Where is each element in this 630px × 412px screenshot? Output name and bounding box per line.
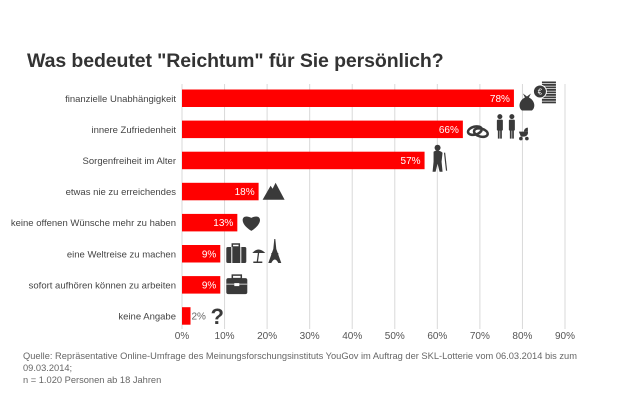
beach-umbrella-icon: [252, 249, 266, 263]
person-leg: [512, 129, 514, 139]
euro-coin: [532, 84, 547, 99]
person-leg: [509, 129, 512, 139]
value-label: 9%: [202, 249, 217, 260]
elder-body: [432, 150, 443, 172]
value-label: 13%: [213, 218, 233, 229]
x-tick-label: 40%: [342, 331, 362, 342]
elder-head: [434, 144, 441, 151]
mountain-icon: [262, 182, 285, 200]
x-tick-label: 50%: [385, 331, 405, 342]
person-head: [497, 114, 503, 120]
question-mark-glyph: ?: [211, 304, 224, 329]
eiffel-tower-shape: [268, 239, 282, 263]
category-label: innere Zufriedenheit: [92, 125, 177, 136]
coin-stack-line: [541, 89, 556, 91]
suitcase-body: [226, 247, 247, 263]
bar: [182, 307, 191, 325]
stroller-wheel: [525, 136, 529, 141]
person-head: [509, 114, 515, 120]
bar: [182, 151, 425, 170]
baby-stroller-icon: [518, 127, 529, 141]
chart-title: Was bedeutet "Reichtum" für Sie persönli…: [27, 50, 444, 72]
heart-shape: [242, 216, 260, 231]
value-label: 66%: [439, 125, 459, 136]
suitcase-strap: [240, 247, 242, 263]
bars: [182, 89, 514, 325]
stroller-wheel: [519, 136, 523, 141]
category-label: Sorgenfreiheit im Alter: [83, 156, 176, 167]
category-label: sofort aufhören können zu arbeiten: [29, 280, 176, 291]
source-footnote: Quelle: Repräsentative Online-Umfrage de…: [23, 350, 623, 386]
coin-stack-line: [541, 86, 556, 89]
value-labels: 78% 66% 57% 18% 13% 9% 9% 2%: [192, 94, 511, 323]
coin-stack-line: [541, 91, 556, 94]
footnote-line-1: Quelle: Repräsentative Online-Umfrage de…: [23, 351, 577, 373]
person-leg: [500, 129, 502, 139]
value-label: 2%: [192, 311, 207, 322]
icons: €?: [211, 81, 556, 329]
person-body: [496, 119, 503, 131]
person-body: [508, 119, 515, 131]
x-tick-label: 20%: [257, 331, 277, 342]
bar: [182, 182, 259, 201]
x-tick-label: 80%: [512, 331, 532, 342]
stroller-hood: [523, 127, 528, 132]
x-tick-label: 30%: [300, 331, 320, 342]
category-label: keine offenen Wünsche mehr zu haben: [11, 218, 176, 229]
money-bag-icon: [519, 93, 535, 111]
question-mark-icon: ?: [211, 304, 224, 329]
briefcase-icon: [226, 274, 248, 295]
euro-symbol: €: [538, 88, 543, 97]
x-tick-label: 70%: [470, 331, 490, 342]
suitcase-handle: [231, 243, 241, 248]
wedding-rings-icon: [466, 125, 489, 139]
beach-line: [253, 261, 263, 263]
footnote-line-2: n = 1.020 Personen ab 18 Jahren: [23, 375, 162, 385]
category-label: keine Angabe: [118, 311, 176, 322]
bar: [182, 120, 463, 139]
bar: [182, 89, 514, 107]
coin-stack-line: [541, 81, 556, 84]
heart-icon: [242, 216, 260, 231]
briefcase-handle: [231, 274, 243, 280]
money-bag-shape: [519, 93, 535, 111]
category-labels: finanzielle Unabhängigkeit innere Zufried…: [11, 94, 176, 323]
x-tick-label: 60%: [427, 331, 447, 342]
x-tick-label: 90%: [555, 331, 575, 342]
stroller-body: [518, 131, 528, 137]
elderly-person-with-cane-icon: [432, 144, 448, 172]
eiffel-platform: [271, 253, 279, 255]
coin-stack-line: [541, 101, 556, 104]
x-tick-label: 10%: [215, 331, 235, 342]
x-axis-ticks: 0% 10% 20% 30% 40% 50% 60% 70% 80% 90%: [175, 331, 575, 342]
value-label: 78%: [490, 94, 510, 105]
category-label: etwas nie zu erreichendes: [66, 187, 177, 198]
euro-coins-stack-icon: €: [532, 81, 556, 104]
mountain-shape: [262, 182, 285, 200]
category-label: eine Weltreise zu machen: [67, 249, 176, 260]
person-leg: [497, 129, 500, 139]
value-label: 9%: [202, 280, 217, 291]
briefcase-clasp: [234, 283, 240, 287]
umbrella-pole: [256, 250, 260, 263]
x-tick-label: 0%: [175, 331, 190, 342]
cane: [443, 152, 448, 171]
value-label: 18%: [235, 187, 255, 198]
bar: [182, 245, 221, 263]
bar: [182, 276, 221, 294]
coin-stack-line: [541, 94, 556, 96]
couple-icon: [496, 114, 515, 139]
ring: [472, 127, 489, 139]
eiffel-tower-icon: [268, 239, 282, 263]
suitcase-icon: [226, 243, 247, 263]
bar: [182, 213, 238, 232]
coin-stack-line: [541, 84, 556, 86]
coin-stack-line: [541, 99, 556, 101]
value-label: 57%: [401, 156, 421, 167]
coin-stack-line: [541, 96, 556, 99]
gridlines: [181, 84, 566, 329]
suitcase-strap: [231, 247, 233, 263]
category-label: finanzielle Unabhängigkeit: [65, 94, 176, 105]
